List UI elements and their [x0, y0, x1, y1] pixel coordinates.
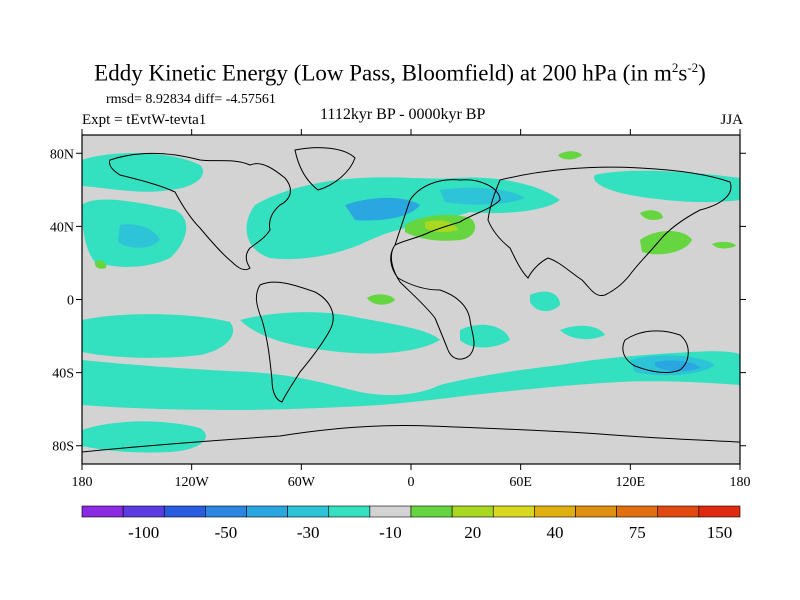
colorbar-label: 150: [707, 523, 733, 542]
lon-tick-label: 180: [730, 475, 751, 490]
coastline-south-america: [255, 281, 334, 403]
contour-region: [425, 220, 458, 233]
coastline-antarctica: [82, 424, 740, 453]
coastline-greenland: [294, 147, 356, 191]
contour-region: [82, 140, 740, 155]
lat-tick-label: 0: [67, 294, 74, 309]
coastline-australia: [622, 330, 689, 374]
lon-tick-label: 120W: [175, 475, 210, 490]
colorbar-label: 40: [546, 523, 563, 542]
contour-region: [94, 260, 107, 269]
contour-region: [560, 325, 605, 340]
contour-region: [594, 170, 740, 203]
contour-region: [118, 224, 160, 248]
lon-tick-label: 60E: [509, 475, 532, 490]
rmsd-stat: rmsd= 8.92834 diff= -4.57561: [106, 92, 276, 107]
coastline-north-america: [109, 152, 291, 271]
contour-region: [440, 187, 525, 205]
coastline-africa-europe: [390, 179, 501, 360]
colorbar-swatch: [328, 505, 371, 518]
colorbar-swatch: [246, 505, 288, 518]
experiment-label: Expt = tEvtW-tevta1: [82, 112, 207, 128]
colorbar-swatch: [616, 505, 659, 518]
lon-tick-label: 180: [72, 475, 93, 490]
lon-tick-label: 0: [408, 475, 415, 490]
contour-region: [345, 197, 420, 221]
colorbar-swatch: [81, 505, 124, 518]
contour-region: [640, 210, 663, 221]
anomaly-field: [82, 140, 740, 453]
colorbar-label: 20: [464, 523, 481, 542]
contour-region: [240, 312, 440, 354]
colorbar-swatch: [410, 505, 453, 518]
season-label: JJA: [720, 112, 743, 128]
lat-tick-label: 80N: [50, 147, 74, 162]
colorbar-swatch: [163, 505, 206, 518]
latitude-axis: 80N 40N 0 40S 80S: [50, 147, 746, 455]
longitude-axis: 180 120W 60W 0 60E 120E 180: [72, 129, 751, 490]
lon-tick-label: 60W: [288, 475, 316, 490]
contour-region: [712, 241, 736, 249]
contour-region: [82, 314, 234, 358]
colorbar-swatch: [657, 505, 700, 518]
colorbar-swatch: [369, 505, 412, 518]
colorbar-label: -100: [128, 523, 159, 542]
lat-tick-label: 40N: [50, 220, 74, 235]
contour-region: [530, 291, 560, 312]
colorbar-swatch: [451, 505, 494, 518]
coastline-asia: [487, 166, 732, 297]
colorbar-swatch: [205, 505, 247, 518]
contour-region: [655, 360, 700, 372]
contour-region: [367, 294, 395, 305]
lat-tick-label: 80S: [52, 440, 74, 455]
colorbar-swatch: [534, 505, 576, 518]
colorbar-swatch: [575, 505, 617, 518]
lat-tick-label: 40S: [52, 367, 74, 382]
colorbar-swatch: [492, 505, 535, 518]
colorbar-swatch: [698, 505, 741, 518]
period-label: 1112kyr BP - 0000kyr BP: [320, 106, 486, 123]
contour-region: [82, 421, 206, 453]
contour-region: [82, 153, 204, 192]
lon-tick-label: 120E: [616, 475, 646, 490]
contour-region: [558, 151, 582, 160]
colorbar-label: 75: [629, 523, 646, 542]
colorbar-label: -10: [379, 523, 402, 542]
map-plot-area: [82, 135, 740, 464]
contour-region: [82, 351, 740, 410]
colorbar: -100 -50 -30 -10 20 40 75 150: [81, 505, 741, 542]
colorbar-swatch: [287, 505, 330, 518]
coastlines: [82, 147, 740, 453]
colorbar-label: -30: [297, 523, 320, 542]
plot-title: Eddy Kinetic Energy (Low Pass, Bloomfiel…: [94, 60, 706, 86]
colorbar-label: -50: [215, 523, 238, 542]
colorbar-swatch: [122, 505, 165, 518]
